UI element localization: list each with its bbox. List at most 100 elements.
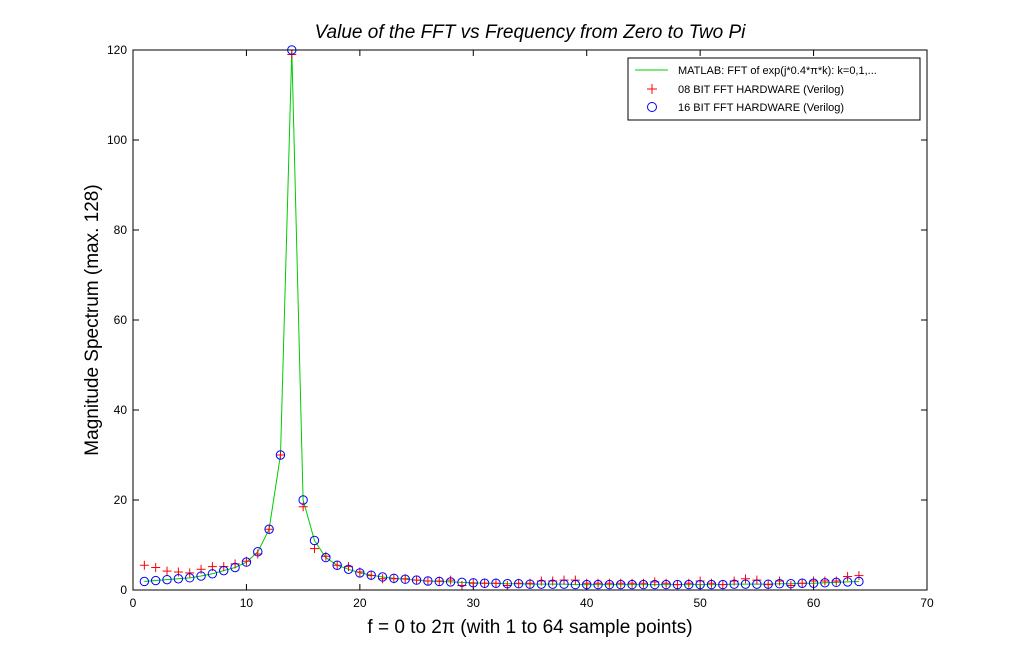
data-point-16bit (400, 574, 410, 584)
data-point-16bit (854, 576, 864, 587)
axes-box (132, 49, 928, 591)
data-point-16bit (763, 579, 773, 589)
x-tick-label: 60 (807, 596, 821, 610)
legend-entry-08bit: 08 BIT FFT HARDWARE (Verilog) (678, 84, 844, 96)
data-point-16bit (752, 579, 762, 589)
data-point-08bit (366, 571, 376, 581)
y-tick-label: 100 (107, 133, 127, 147)
axis-ticks: 0 10 20 30 40 50 60 70 0 20 40 60 80 100 120 (107, 43, 934, 610)
data-point-16bit (162, 574, 172, 585)
x-tick-label: 10 (240, 596, 254, 610)
data-point-08bit (264, 524, 274, 534)
y-tick-label: 40 (114, 403, 128, 417)
data-point-16bit (343, 564, 354, 574)
data-point-16bit (616, 579, 626, 590)
data-point-08bit (718, 580, 728, 590)
data-point-16bit (593, 579, 603, 590)
data-point-08bit (253, 549, 263, 559)
data-point-16bit (729, 579, 739, 589)
legend-circle-marker (647, 102, 657, 112)
data-point-16bit (479, 578, 490, 588)
data-point-16bit (661, 579, 671, 590)
data-point-16bit (582, 579, 592, 590)
data-point-08bit (309, 544, 319, 554)
x-tick-label: 20 (353, 596, 367, 610)
x-tick-label: 40 (580, 596, 594, 610)
data-point-16bit (695, 579, 705, 590)
y-tick-label: 60 (114, 313, 128, 327)
data-point-16bit (423, 576, 433, 586)
series-line-matlab (144, 49, 859, 586)
data-point-08bit (139, 560, 149, 570)
data-point-16bit (264, 524, 274, 534)
data-point-16bit (774, 579, 785, 589)
data-point-16bit (332, 560, 342, 570)
data-point-08bit (275, 450, 285, 460)
data-point-16bit (820, 578, 830, 588)
data-point-08bit (672, 580, 682, 590)
data-point-16bit (150, 575, 161, 586)
legend-plus-marker (647, 84, 657, 94)
data-point-08bit (185, 568, 195, 578)
data-point-16bit (491, 578, 501, 588)
series-layer (139, 45, 864, 590)
data-point-08bit (446, 575, 456, 585)
data-point-16bit (797, 578, 807, 588)
data-point-08bit (151, 563, 161, 572)
x-tick-label: 30 (467, 596, 481, 610)
data-point-16bit (173, 574, 184, 584)
data-point-16bit (740, 579, 751, 589)
data-point-16bit (718, 579, 728, 590)
data-point-08bit (741, 574, 751, 584)
data-point-08bit (423, 576, 433, 586)
data-point-16bit (434, 576, 444, 587)
data-point-08bit (378, 574, 388, 584)
legend-box (627, 57, 921, 121)
data-point-16bit (253, 547, 263, 557)
data-point-16bit (275, 450, 286, 460)
data-point-16bit (309, 535, 320, 546)
data-point-16bit (808, 578, 819, 588)
plot-area (133, 50, 927, 590)
data-point-08bit (763, 580, 773, 590)
data-point-16bit (219, 565, 229, 576)
x-tick-label: 70 (920, 596, 934, 610)
data-point-08bit (434, 576, 444, 586)
data-point-16bit (457, 577, 467, 588)
data-point-16bit (377, 572, 388, 582)
data-point-16bit (207, 569, 218, 579)
y-tick-label: 120 (107, 43, 127, 57)
data-point-08bit (400, 574, 410, 584)
data-point-16bit (786, 579, 796, 589)
data-point-16bit (547, 579, 558, 589)
data-point-16bit (638, 579, 649, 590)
data-point-08bit (502, 581, 512, 590)
data-point-16bit (706, 579, 717, 590)
data-point-16bit (525, 579, 535, 589)
data-point-16bit (445, 577, 456, 587)
data-point-08bit (491, 578, 501, 588)
data-point-08bit (797, 578, 807, 588)
data-point-16bit (831, 577, 841, 588)
data-point-16bit (366, 570, 376, 580)
data-point-16bit (672, 579, 683, 590)
data-point-16bit (298, 495, 308, 505)
data-point-16bit (684, 579, 694, 590)
data-point-08bit (786, 581, 796, 590)
data-point-16bit (650, 579, 660, 590)
data-point-16bit (604, 579, 615, 590)
data-point-08bit (843, 572, 853, 581)
y-axis-label: Magnitude Spectrum (max. 128) (82, 184, 103, 455)
data-point-16bit (411, 575, 422, 585)
data-point-16bit (230, 562, 240, 573)
data-point-08bit (854, 571, 864, 581)
legend: MATLAB: FFT of exp(j*0.4*π*k): k=0,1,...… (627, 57, 921, 121)
data-point-16bit (513, 579, 524, 589)
data-point-16bit (241, 557, 252, 567)
data-point-16bit (570, 579, 581, 590)
data-point-08bit (162, 566, 172, 576)
data-point-16bit (389, 573, 399, 583)
x-tick-label: 0 (130, 596, 137, 610)
data-point-16bit (627, 579, 637, 590)
